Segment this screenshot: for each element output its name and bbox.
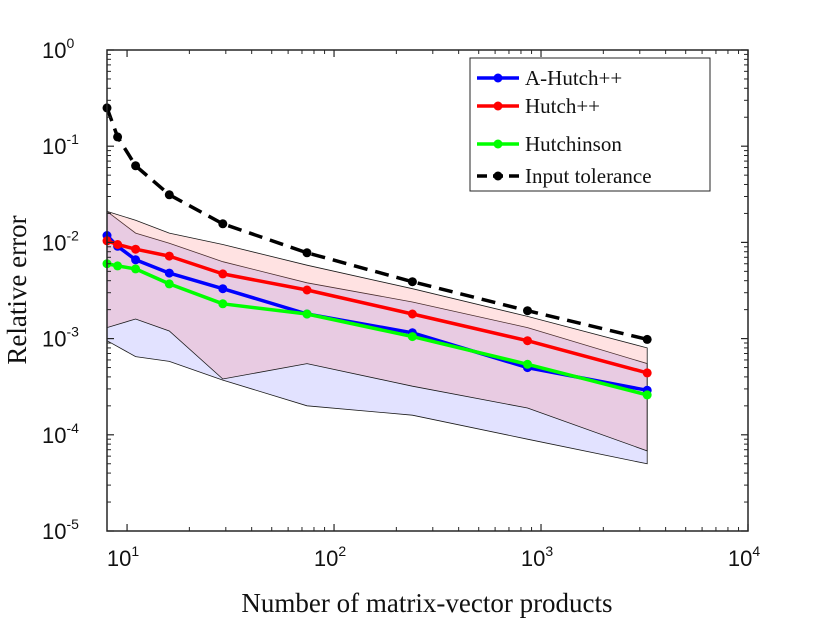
point-a-hutch-3 <box>164 268 174 278</box>
legend-marker-input-tolerance <box>493 171 503 181</box>
point-hutch-2 <box>131 244 141 254</box>
legend-entry-input-tolerance: Input tolerance <box>477 164 652 188</box>
point-hutchinson-8 <box>642 390 652 400</box>
point-hutch-6 <box>407 309 417 319</box>
legend-marker-hutch <box>493 101 503 111</box>
point-input-tolerance-8 <box>642 334 652 344</box>
legend-label-a-hutch: A-Hutch++ <box>525 66 622 90</box>
legend-marker-hutchinson <box>493 139 503 149</box>
band-hutch-range <box>106 210 648 452</box>
legend-label-hutch: Hutch++ <box>525 94 600 118</box>
point-input-tolerance-6 <box>407 277 417 287</box>
point-hutchinson-6 <box>407 332 417 342</box>
y-tick-label-0: 100 <box>42 35 74 63</box>
legend-entry-hutch: Hutch++ <box>477 94 600 118</box>
bands-layer <box>106 210 648 465</box>
legend-marker-a-hutch <box>493 73 503 83</box>
ticks-layer: 101 102 103 104 100 10-1 10-2 10-3 10-4 10-5 <box>42 35 760 571</box>
plot-frame <box>106 49 749 532</box>
y-tick-label--3: 10-3 <box>42 324 79 352</box>
point-hutchinson-5 <box>302 309 312 319</box>
legend-entry-a-hutch: A-Hutch++ <box>477 66 622 90</box>
x-tick-label-3: 103 <box>521 543 553 571</box>
point-a-hutch-4 <box>218 284 228 294</box>
x-tick-label-1: 101 <box>107 543 139 571</box>
point-input-tolerance-5 <box>302 248 312 258</box>
x-axis-label: Number of matrix-vector products <box>241 588 612 618</box>
point-input-tolerance-3 <box>164 190 174 200</box>
band-a-hutch-range <box>106 210 648 465</box>
point-hutch-4 <box>218 269 228 279</box>
point-hutch-1 <box>113 240 123 249</box>
point-input-tolerance-1 <box>113 132 123 142</box>
point-input-tolerance-7 <box>523 306 532 316</box>
series-layer <box>102 103 652 400</box>
x-tick-label-2: 102 <box>314 543 346 571</box>
point-hutchinson-7 <box>523 359 532 369</box>
series-line-input-tolerance <box>105 107 648 342</box>
legend-label-input-tolerance: Input tolerance <box>525 164 652 188</box>
point-hutchinson-2 <box>131 264 141 274</box>
point-hutchinson-4 <box>218 299 228 309</box>
y-tick-label--5: 10-5 <box>42 516 79 544</box>
y-tick-label--4: 10-4 <box>42 420 79 448</box>
point-hutch-5 <box>302 285 312 295</box>
y-tick-label--2: 10-2 <box>42 227 79 255</box>
point-input-tolerance-4 <box>218 219 228 229</box>
point-hutch-7 <box>523 336 532 346</box>
legend-label-hutchinson: Hutchinson <box>525 132 622 156</box>
x-tick-label-4: 104 <box>728 543 760 571</box>
point-a-hutch-2 <box>131 255 141 265</box>
point-hutchinson-3 <box>164 279 174 289</box>
point-hutchinson-1 <box>113 261 123 271</box>
point-hutch-8 <box>642 368 652 378</box>
y-axis-label: Relative error <box>2 215 32 364</box>
legend-entry-hutchinson: Hutchinson <box>477 132 622 156</box>
point-input-tolerance-2 <box>131 161 141 171</box>
point-hutch-3 <box>164 251 174 261</box>
legend: A-Hutch++ Hutch++ Hutchinson Input toler… <box>469 57 711 192</box>
legend-box <box>469 57 711 192</box>
y-tick-label--1: 10-1 <box>42 131 79 159</box>
